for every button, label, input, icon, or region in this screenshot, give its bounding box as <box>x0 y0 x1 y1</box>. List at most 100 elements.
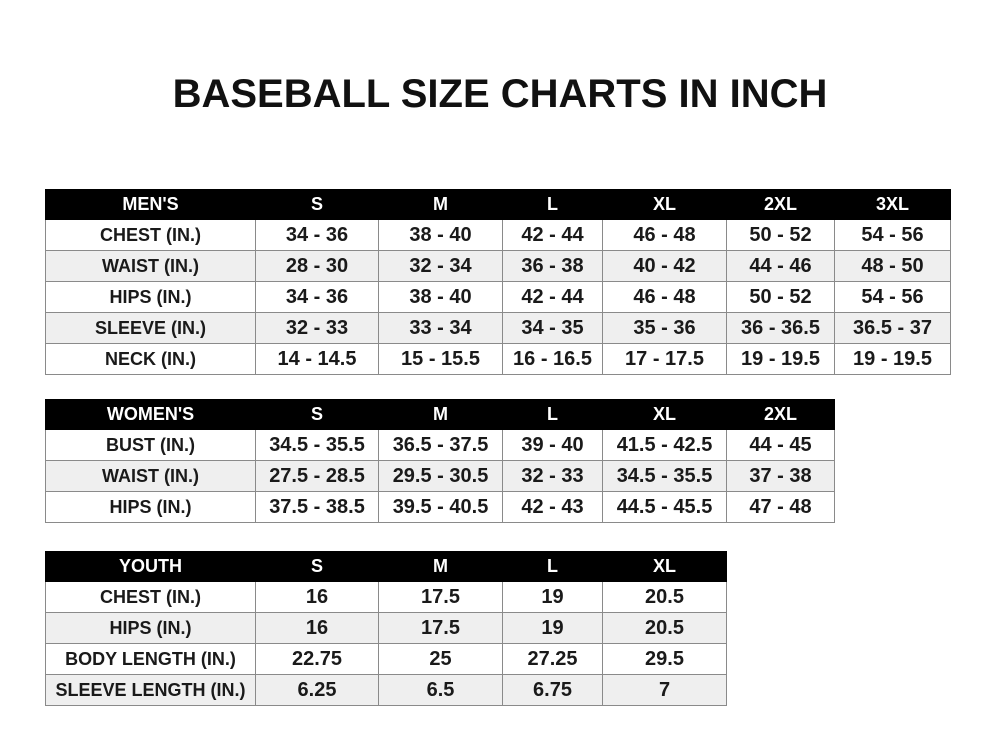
table-header-row: YOUTH S M L XL <box>45 551 727 582</box>
size-value-cell: 27.5 - 28.5 <box>255 460 379 492</box>
table-header-row: MEN'S S M L XL 2XL 3XL <box>45 189 951 220</box>
measurement-label: HIPS (IN.) <box>45 281 256 313</box>
size-column-header: L <box>502 551 603 582</box>
size-value-cell: 16 - 16.5 <box>502 343 603 375</box>
size-value-cell: 42 - 44 <box>502 281 603 313</box>
size-value-cell: 40 - 42 <box>602 250 727 282</box>
size-value-cell: 36 - 36.5 <box>726 312 835 344</box>
size-column-header: 2XL <box>726 399 835 430</box>
size-value-cell: 20.5 <box>602 612 727 644</box>
size-value-cell: 16 <box>255 581 379 613</box>
size-value-cell: 19 - 19.5 <box>726 343 835 375</box>
table-row: NECK (IN.) 14 - 14.5 15 - 15.5 16 - 16.5 17 … <box>45 343 951 375</box>
size-value-cell: 42 - 44 <box>502 219 603 251</box>
size-value-cell: 6.25 <box>255 674 379 706</box>
size-value-cell: 36.5 - 37.5 <box>378 429 503 461</box>
size-value-cell: 34 - 36 <box>255 219 379 251</box>
size-value-cell: 29.5 <box>602 643 727 675</box>
size-column-header: S <box>255 189 379 220</box>
size-value-cell: 50 - 52 <box>726 219 835 251</box>
size-value-cell: 46 - 48 <box>602 281 727 313</box>
size-value-cell: 22.75 <box>255 643 379 675</box>
size-value-cell: 54 - 56 <box>834 281 951 313</box>
table-row: SLEEVE LENGTH (IN.) 6.25 6.5 6.75 7 <box>45 674 727 706</box>
size-value-cell: 54 - 56 <box>834 219 951 251</box>
size-value-cell: 46 - 48 <box>602 219 727 251</box>
table-row: BODY LENGTH (IN.) 22.75 25 27.25 29.5 <box>45 643 727 675</box>
size-column-header: M <box>378 399 503 430</box>
measurement-label: CHEST (IN.) <box>45 581 256 613</box>
size-column-header: M <box>378 551 503 582</box>
womens-size-table: WOMEN'S S M L XL 2XL BUST (IN.) 34.5 - 35.5 36.5… <box>45 399 835 523</box>
size-value-cell: 44 - 45 <box>726 429 835 461</box>
size-value-cell: 37.5 - 38.5 <box>255 491 379 523</box>
measurement-label: HIPS (IN.) <box>45 612 256 644</box>
size-value-cell: 17 - 17.5 <box>602 343 727 375</box>
table-row: BUST (IN.) 34.5 - 35.5 36.5 - 37.5 39 - 40 4… <box>45 429 835 461</box>
size-value-cell: 50 - 52 <box>726 281 835 313</box>
table-row: HIPS (IN.) 37.5 - 38.5 39.5 - 40.5 42 - 43 4… <box>45 491 835 523</box>
table-row: HIPS (IN.) 34 - 36 38 - 40 42 - 44 46 - 48 50… <box>45 281 951 313</box>
table-row: WAIST (IN.) 27.5 - 28.5 29.5 - 30.5 32 - 33… <box>45 460 835 492</box>
table-category-header: YOUTH <box>45 551 256 582</box>
size-column-header: XL <box>602 551 727 582</box>
size-value-cell: 42 - 43 <box>502 491 603 523</box>
size-value-cell: 32 - 33 <box>502 460 603 492</box>
table-row: CHEST (IN.) 16 17.5 19 20.5 <box>45 581 727 613</box>
size-value-cell: 17.5 <box>378 581 503 613</box>
size-column-header: L <box>502 399 603 430</box>
size-value-cell: 29.5 - 30.5 <box>378 460 503 492</box>
table-category-header: WOMEN'S <box>45 399 256 430</box>
size-value-cell: 48 - 50 <box>834 250 951 282</box>
measurement-label: WAIST (IN.) <box>45 250 256 282</box>
size-value-cell: 34 - 35 <box>502 312 603 344</box>
table-header-row: WOMEN'S S M L XL 2XL <box>45 399 835 430</box>
size-value-cell: 34 - 36 <box>255 281 379 313</box>
size-value-cell: 38 - 40 <box>378 281 503 313</box>
size-value-cell: 27.25 <box>502 643 603 675</box>
size-value-cell: 19 - 19.5 <box>834 343 951 375</box>
size-column-header: L <box>502 189 603 220</box>
size-column-header: XL <box>602 189 727 220</box>
size-value-cell: 25 <box>378 643 503 675</box>
size-value-cell: 32 - 33 <box>255 312 379 344</box>
size-value-cell: 16 <box>255 612 379 644</box>
table-row: WAIST (IN.) 28 - 30 32 - 34 36 - 38 40 - 42 4… <box>45 250 951 282</box>
measurement-label: NECK (IN.) <box>45 343 256 375</box>
size-value-cell: 34.5 - 35.5 <box>255 429 379 461</box>
measurement-label: BODY LENGTH (IN.) <box>45 643 256 675</box>
size-column-header: M <box>378 189 503 220</box>
size-value-cell: 28 - 30 <box>255 250 379 282</box>
table-row: CHEST (IN.) 34 - 36 38 - 40 42 - 44 46 - 48 5… <box>45 219 951 251</box>
size-value-cell: 39.5 - 40.5 <box>378 491 503 523</box>
table-category-header: MEN'S <box>45 189 256 220</box>
size-value-cell: 44.5 - 45.5 <box>602 491 727 523</box>
size-value-cell: 36.5 - 37 <box>834 312 951 344</box>
size-value-cell: 33 - 34 <box>378 312 503 344</box>
size-value-cell: 6.75 <box>502 674 603 706</box>
size-value-cell: 6.5 <box>378 674 503 706</box>
size-value-cell: 44 - 46 <box>726 250 835 282</box>
size-column-header: S <box>255 551 379 582</box>
table-row: SLEEVE (IN.) 32 - 33 33 - 34 34 - 35 35 - 36… <box>45 312 951 344</box>
page-title: BASEBALL SIZE CHARTS IN INCH <box>172 72 828 116</box>
table-row: HIPS (IN.) 16 17.5 19 20.5 <box>45 612 727 644</box>
size-value-cell: 37 - 38 <box>726 460 835 492</box>
size-value-cell: 34.5 - 35.5 <box>602 460 727 492</box>
measurement-label: CHEST (IN.) <box>45 219 256 251</box>
size-value-cell: 39 - 40 <box>502 429 603 461</box>
size-value-cell: 20.5 <box>602 581 727 613</box>
size-value-cell: 15 - 15.5 <box>378 343 503 375</box>
size-column-header: 3XL <box>834 189 951 220</box>
size-column-header: 2XL <box>726 189 835 220</box>
youth-size-table: YOUTH S M L XL CHEST (IN.) 16 17.5 19 20.5 HIPS (I… <box>45 551 727 706</box>
size-value-cell: 35 - 36 <box>602 312 727 344</box>
measurement-label: BUST (IN.) <box>45 429 256 461</box>
size-column-header: XL <box>602 399 727 430</box>
size-value-cell: 7 <box>602 674 727 706</box>
mens-size-table: MEN'S S M L XL 2XL 3XL CHEST (IN.) 34 - 36 38 - 4… <box>45 189 951 375</box>
size-value-cell: 47 - 48 <box>726 491 835 523</box>
measurement-label: WAIST (IN.) <box>45 460 256 492</box>
measurement-label: SLEEVE LENGTH (IN.) <box>45 674 256 706</box>
size-value-cell: 17.5 <box>378 612 503 644</box>
